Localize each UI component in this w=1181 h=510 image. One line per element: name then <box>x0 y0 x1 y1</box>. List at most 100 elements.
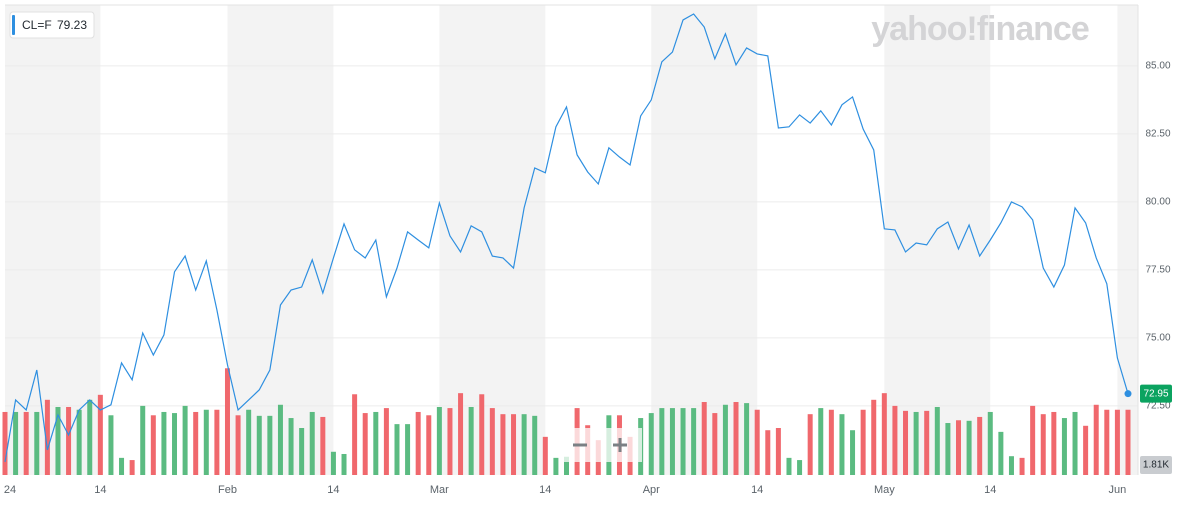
volume-bar <box>553 457 559 475</box>
volume-bar <box>860 409 866 475</box>
volume-bar <box>150 415 156 475</box>
volume-bar <box>172 413 178 475</box>
zoom-in[interactable] <box>605 432 635 458</box>
volume-bar <box>55 406 61 475</box>
x-tick-label: Apr <box>643 484 660 496</box>
x-tick-label: Mar <box>430 484 449 496</box>
volume-bar <box>532 415 538 475</box>
last-price-tag <box>1140 384 1172 403</box>
volume-bar <box>415 411 421 475</box>
volume-bar <box>542 436 548 475</box>
volume-bar <box>214 409 220 475</box>
x-tick-label: 14 <box>751 484 763 496</box>
period-band <box>439 5 546 475</box>
volume-bar <box>797 460 803 475</box>
zoom-controls <box>560 428 642 462</box>
period-band <box>884 5 991 475</box>
x-tick-label: May <box>874 484 895 496</box>
volume-bar <box>1008 456 1014 475</box>
x-tick-label: 14 <box>984 484 996 496</box>
legend-box <box>9 11 95 39</box>
watermark: yahoo!finance <box>871 10 1089 48</box>
volume-bar <box>945 423 951 475</box>
volume-bar <box>119 457 125 475</box>
volume-bar <box>2 411 8 475</box>
volume-bar <box>500 414 506 475</box>
x-tick-label: 14 <box>94 484 106 496</box>
volume-bar <box>1072 411 1078 475</box>
volume-bar <box>966 420 972 475</box>
volume-bar <box>892 405 898 475</box>
period-band <box>1117 5 1138 475</box>
volume-bar <box>818 408 824 475</box>
x-tick-label: 14 <box>539 484 551 496</box>
y-tick-label: 72.50 <box>1145 401 1170 412</box>
x-tick-label: 24 <box>4 484 16 496</box>
volume-bar <box>203 409 209 475</box>
volume-bar <box>871 399 877 475</box>
y-tick-label: 75.00 <box>1145 333 1170 344</box>
volume-bar <box>839 414 845 475</box>
volume-bar <box>1051 411 1057 475</box>
volume-bar <box>828 409 834 475</box>
volume-bar <box>903 410 909 475</box>
volume-bar <box>373 411 379 475</box>
y-tick-label: 80.00 <box>1145 197 1170 208</box>
volume-bar <box>1040 414 1046 475</box>
volume-bar <box>426 415 432 475</box>
volume-bar <box>934 406 940 475</box>
period-band <box>651 5 758 475</box>
volume-bar <box>224 368 230 475</box>
volume-bar <box>754 409 760 475</box>
volume-bar <box>1019 457 1025 475</box>
volume-bar <box>1114 409 1120 475</box>
price-line <box>4 13 1129 463</box>
volume-bar <box>733 402 739 475</box>
volume-bar <box>235 415 241 475</box>
last-price-label: 72.95 <box>1143 388 1168 399</box>
zoom-out[interactable] <box>565 432 595 458</box>
volume-bar <box>362 413 368 475</box>
legend: CL=F 79.23 <box>9 11 95 39</box>
volume-bar <box>66 406 72 475</box>
volume-bar <box>108 415 114 475</box>
volume-bar <box>288 418 294 475</box>
volume-bar <box>987 411 993 475</box>
volume-bar <box>299 428 305 475</box>
volume-bar <box>722 404 728 475</box>
volume-bar <box>977 416 983 475</box>
volume-bar <box>97 394 103 475</box>
volume-bar <box>383 408 389 475</box>
volume-bar <box>277 404 283 475</box>
volume-bar <box>998 431 1004 475</box>
volume-bar <box>44 399 50 475</box>
volume-bar <box>447 408 453 475</box>
volume-bar <box>648 413 654 475</box>
volume-bar <box>807 414 813 475</box>
volume-bar <box>341 453 347 475</box>
volume-bar <box>330 451 336 475</box>
volume-bar <box>129 460 135 475</box>
volume-bar <box>193 411 199 475</box>
volume-bar <box>182 405 188 475</box>
volume-bar <box>468 406 474 475</box>
volume-bar <box>786 457 792 475</box>
volume-bar <box>850 430 856 475</box>
volume-bar <box>479 394 485 475</box>
y-tick-label: 82.50 <box>1145 129 1170 140</box>
period-band <box>227 5 334 475</box>
volume-bar <box>521 414 527 475</box>
volume-bar <box>320 416 326 475</box>
y-tick-label: 77.50 <box>1145 265 1170 276</box>
volume-bar <box>1125 409 1131 475</box>
volume-bar <box>34 411 40 475</box>
volume-bar <box>489 408 495 475</box>
volume-bar <box>691 408 697 475</box>
volume-bar <box>913 411 919 475</box>
volume-bar <box>1083 425 1089 475</box>
x-tick-label: Feb <box>218 484 237 496</box>
volume-bar <box>256 415 262 475</box>
volume-bar <box>775 428 781 475</box>
volume-bar <box>1061 418 1067 475</box>
